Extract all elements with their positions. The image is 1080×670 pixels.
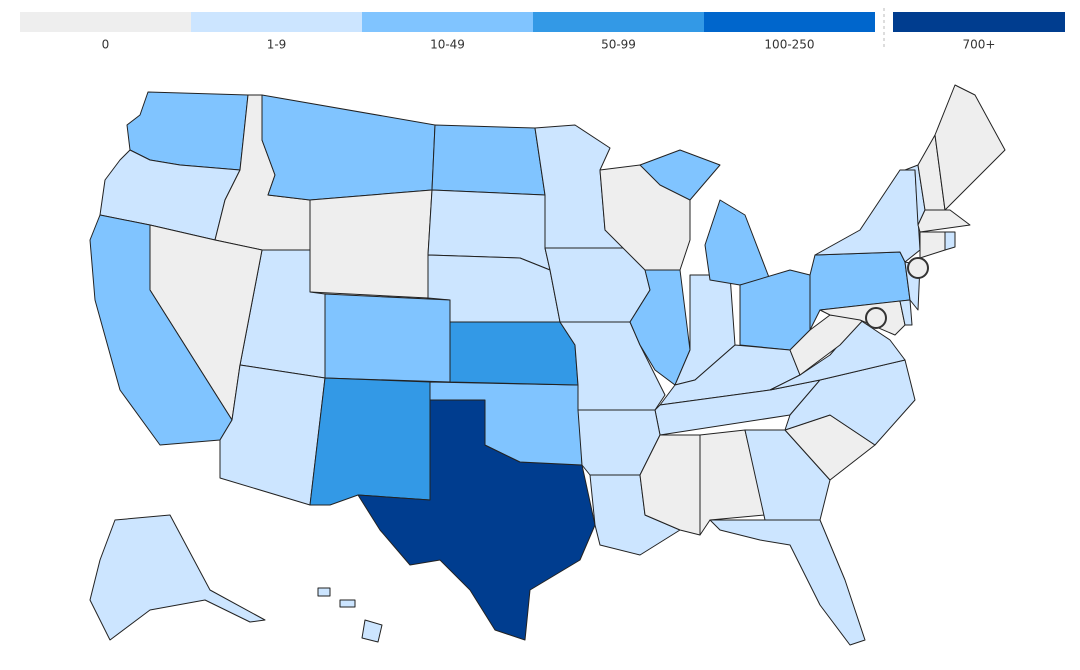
state[interactable] — [309, 189, 433, 299]
legend-swatch — [20, 12, 191, 32]
state[interactable] — [261, 94, 436, 201]
state[interactable] — [784, 359, 916, 446]
state[interactable] — [89, 514, 266, 641]
state[interactable] — [944, 231, 956, 251]
legend-swatch — [191, 12, 362, 32]
state[interactable] — [739, 269, 811, 351]
state[interactable] — [361, 619, 383, 643]
city-marker[interactable] — [907, 257, 929, 279]
state[interactable] — [704, 199, 771, 286]
state[interactable] — [709, 519, 866, 646]
state[interactable] — [431, 124, 546, 196]
legend-label: 1-9 — [267, 38, 287, 52]
state[interactable] — [629, 269, 691, 386]
state[interactable] — [814, 169, 921, 263]
legend: 0 1-9 10-49 50-99 100-250 700+ — [20, 12, 1065, 52]
legend-swatch — [533, 12, 704, 32]
city-marker[interactable] — [865, 307, 887, 329]
legend-label: 100-250 — [764, 38, 814, 52]
state[interactable] — [317, 587, 331, 597]
legend-label: 0 — [102, 38, 110, 52]
state[interactable] — [309, 377, 431, 506]
state[interactable] — [324, 293, 451, 383]
state[interactable] — [917, 209, 971, 233]
state[interactable] — [89, 214, 233, 446]
state[interactable] — [699, 429, 766, 536]
legend-label: 10-49 — [430, 38, 465, 52]
legend-swatch — [893, 12, 1065, 32]
state[interactable] — [919, 231, 946, 259]
us-map — [89, 84, 1006, 646]
state[interactable] — [449, 321, 579, 386]
state[interactable] — [639, 149, 721, 201]
legend-label: 50-99 — [601, 38, 636, 52]
state[interactable] — [934, 84, 1006, 211]
state[interactable] — [744, 429, 831, 521]
legend-swatch — [362, 12, 533, 32]
state[interactable] — [339, 599, 356, 608]
legend-label: 700+ — [963, 38, 996, 52]
state[interactable] — [899, 299, 913, 326]
legend-swatch — [704, 12, 875, 32]
